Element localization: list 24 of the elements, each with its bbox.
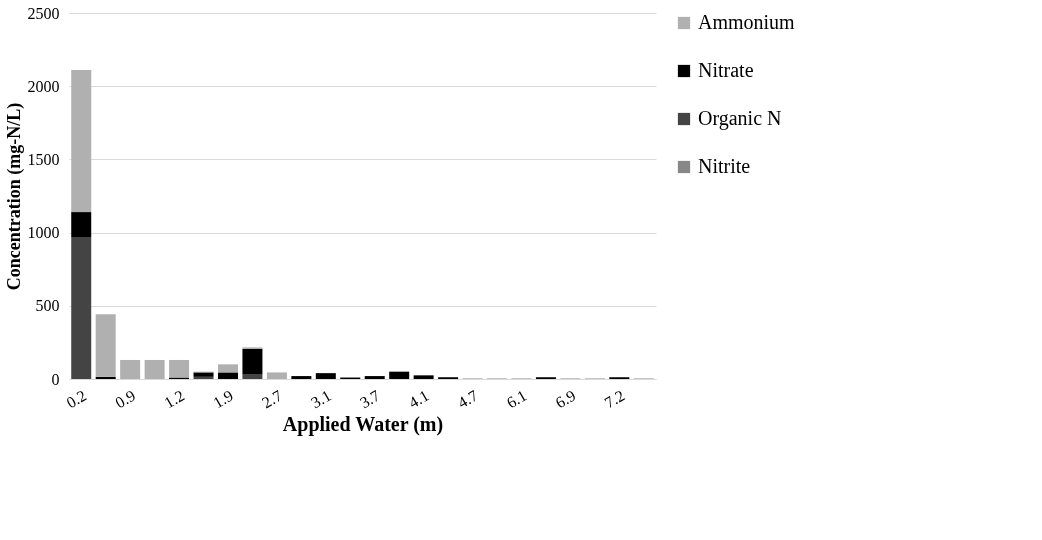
x-tick-label: 6.9 [552, 386, 579, 412]
y-axis-title: Concentration (mg-N/L) [3, 102, 25, 291]
x-tick-label: 3.7 [356, 386, 383, 412]
legend-label: Nitrate [698, 59, 754, 81]
x-tick-label: 0.2 [63, 386, 90, 412]
x-tick-label: 1.9 [210, 386, 236, 412]
y-tick-label: 500 [35, 297, 60, 315]
y-tick-label: 0 [51, 370, 60, 388]
x-tick-label: 4.1 [405, 386, 432, 412]
y-tick-label: 2500 [27, 4, 60, 22]
x-tick-label: 0.9 [112, 386, 139, 412]
legend-label: Organic N [698, 107, 782, 130]
y-tick-label: 2000 [27, 77, 60, 95]
x-tick-label: 4.7 [454, 386, 481, 412]
x-tick-label: 3.1 [307, 386, 334, 412]
x-axis-title: Applied Water (m) [282, 413, 444, 437]
legend-label: Nitrite [698, 155, 751, 177]
y-tick-label: 1500 [27, 150, 60, 168]
legend-label: Ammonium [698, 11, 796, 33]
x-tick-label: 7.2 [601, 386, 628, 412]
x-tick-label: 1.2 [161, 386, 188, 412]
x-tick-label: 2.7 [259, 386, 285, 412]
y-tick-label: 1000 [27, 224, 60, 242]
x-tick-label: 6.1 [503, 386, 530, 412]
